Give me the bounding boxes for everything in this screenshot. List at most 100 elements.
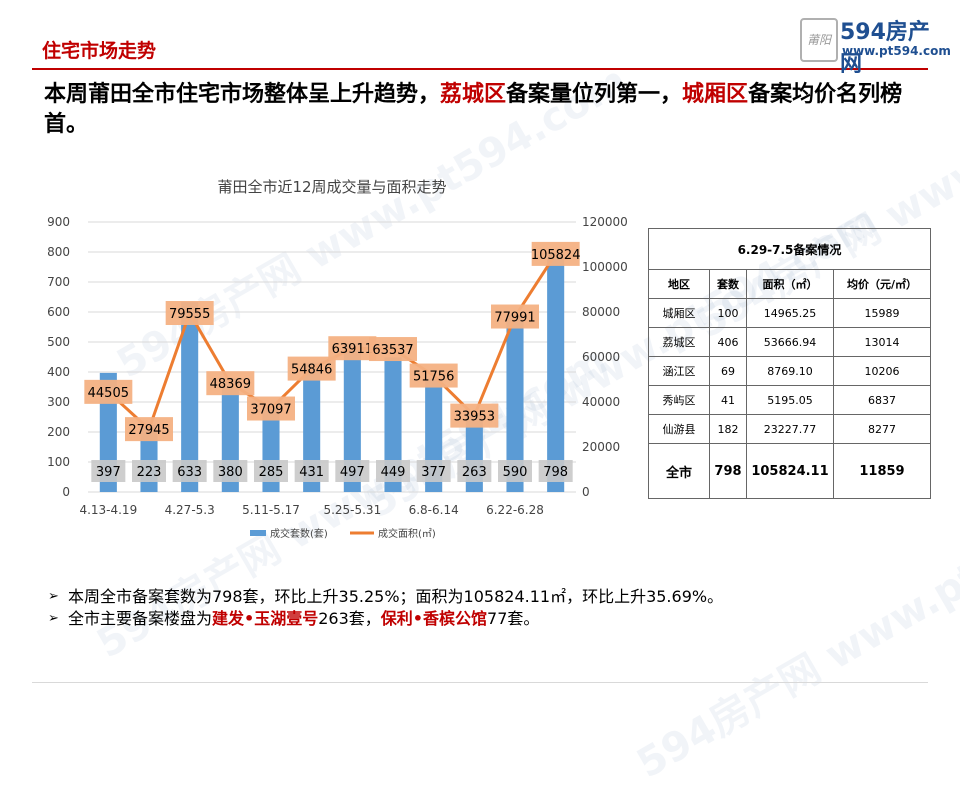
bar-label-bg <box>172 460 207 482</box>
bar-label-bg <box>538 460 573 482</box>
bar-label-bg <box>294 460 329 482</box>
arrow-bullet-icon: ➢ <box>48 611 59 626</box>
table-cell: 涵江区 <box>648 356 710 386</box>
project-name: 建发•玉湖壹号 <box>212 609 319 628</box>
table-cell: 15989 <box>833 298 931 328</box>
line-label-bg <box>450 403 499 428</box>
line-data-label: 105824 <box>531 248 581 263</box>
y-left-tick-label: 900 <box>47 215 70 229</box>
y-left-tick-label: 200 <box>47 425 70 439</box>
headline-text: 备案均价名列榜首。 <box>44 82 903 137</box>
bar-label-bg <box>132 460 166 482</box>
table-cell: 14965.25 <box>746 298 834 328</box>
table-total-row: 全市 798 105824.11 11859 <box>648 443 931 499</box>
line-data-label: 77991 <box>494 311 535 326</box>
bar-label-bg <box>213 460 248 482</box>
y-right-tick-label: 80000 <box>582 305 620 319</box>
project-name: 保利•香槟公馆 <box>380 609 488 628</box>
footer-divider <box>32 682 928 683</box>
line-data-label: 63537 <box>372 343 413 358</box>
table-cell: 仙游县 <box>648 414 710 444</box>
bar-data-label: 590 <box>503 465 528 480</box>
table-cell: 荔城区 <box>648 327 710 357</box>
chart-title: 莆田全市近12周成交量与面积走势 <box>217 178 446 196</box>
table-cell: 798 <box>709 443 747 499</box>
y-left-tick-label: 600 <box>47 305 70 319</box>
bar-data-label: 285 <box>259 465 284 480</box>
arrow-bullet-icon: ➢ <box>48 589 59 604</box>
bar-label-bg <box>498 460 532 482</box>
line-label-bg <box>328 336 377 361</box>
y-right-tick-label: 100000 <box>582 260 628 274</box>
registration-table: 6.29-7.5备案情况 地区 套数 面积（㎡） 均价（元/㎡） 城厢区 100 1… <box>648 228 931 499</box>
sales-trend-chart: 莆田全市近12周成交量与面积走势 0 100 200 300 400 500 600 700 80… <box>47 178 628 540</box>
table-cell: 全市 <box>648 443 710 499</box>
bar-label-bg <box>254 460 288 482</box>
y-right-tick-label: 20000 <box>582 440 620 454</box>
logo-url: www.pt594.com <box>842 44 951 58</box>
bar-data-label: 633 <box>177 465 202 480</box>
legend-label: 成交面积(㎡) <box>378 527 436 540</box>
bar <box>343 342 361 492</box>
line-data-label: 63911 <box>332 342 373 357</box>
x-tick-label: 6.8-6.14 <box>409 503 459 517</box>
bar-data-label: 397 <box>96 465 121 480</box>
table-cell: 13014 <box>833 327 931 357</box>
line-label-bg <box>369 337 417 362</box>
bar-data-label: 449 <box>381 465 406 480</box>
line-label-bg <box>247 396 295 421</box>
y-right-tick-label: 40000 <box>582 395 620 409</box>
line-data-label: 54846 <box>291 363 332 378</box>
bar-data-label: 377 <box>421 465 446 480</box>
bar <box>181 302 199 492</box>
bullet-text: 77套。 <box>487 609 540 628</box>
line-label-bg <box>165 301 214 326</box>
bar-label-bg <box>457 460 492 482</box>
x-tick-label: 5.11-5.17 <box>242 503 300 517</box>
bar <box>506 315 524 492</box>
y-left-tick-label: 100 <box>47 455 70 469</box>
table-cell: 5195.05 <box>746 385 834 415</box>
line-label-bg <box>125 417 173 442</box>
table-cell: 10206 <box>833 356 931 386</box>
table-cell: 53666.94 <box>746 327 834 357</box>
table-caption: 6.29-7.5备案情况 <box>648 228 931 270</box>
bar-data-label: 798 <box>543 465 568 480</box>
bar-label-bg <box>335 460 370 482</box>
table-cell: 8769.10 <box>746 356 834 386</box>
legend-swatch-bars <box>250 530 266 536</box>
bar-data-label: 431 <box>299 465 324 480</box>
table-cell: 城厢区 <box>648 298 710 328</box>
table-cell: 41 <box>709 385 747 415</box>
headline-district-top-price: 城厢区 <box>682 82 749 107</box>
table-row: 城厢区 100 14965.25 15989 <box>648 298 931 328</box>
line-data-label: 27945 <box>128 423 169 438</box>
bar-data-label: 223 <box>137 465 162 480</box>
bar-data-label: 263 <box>462 465 487 480</box>
headline-district-top-volume: 荔城区 <box>440 82 507 107</box>
line-label-bg <box>84 379 133 404</box>
bar <box>303 362 321 492</box>
line-label-bg <box>206 371 255 396</box>
table-cell: 6837 <box>833 385 931 415</box>
bullet-text: 本周全市备案套数为798套，环比上升35.25%；面积为105824.11㎡，环… <box>68 587 724 606</box>
title-divider <box>32 68 928 70</box>
x-tick-label: 4.13-4.19 <box>79 503 137 517</box>
section-title: 住宅市场走势 <box>42 40 157 62</box>
bar-label-bg <box>91 460 126 482</box>
line-data-label: 33953 <box>454 410 495 425</box>
table-cell: 秀屿区 <box>648 385 710 415</box>
bullet-text: 全市主要备案楼盘为 <box>68 609 213 628</box>
y-left-tick-label: 400 <box>47 365 70 379</box>
table-cell: 406 <box>709 327 747 357</box>
line-label-bg <box>491 304 539 329</box>
line-data-label: 51756 <box>413 370 454 385</box>
table-row: 仙游县 182 23227.77 8277 <box>648 414 931 444</box>
table-cell: 23227.77 <box>746 414 834 444</box>
bar-data-label: 497 <box>340 465 365 480</box>
y-right-tick-label: 0 <box>582 485 590 499</box>
bullet-item: ➢ 全市主要备案楼盘为建发•玉湖壹号263套，保利•香槟公馆77套。 <box>48 608 723 630</box>
y-left-tick-label: 700 <box>47 275 70 289</box>
headline-text: 备案量位列第一， <box>506 82 683 107</box>
line-data-label: 48369 <box>210 377 251 392</box>
